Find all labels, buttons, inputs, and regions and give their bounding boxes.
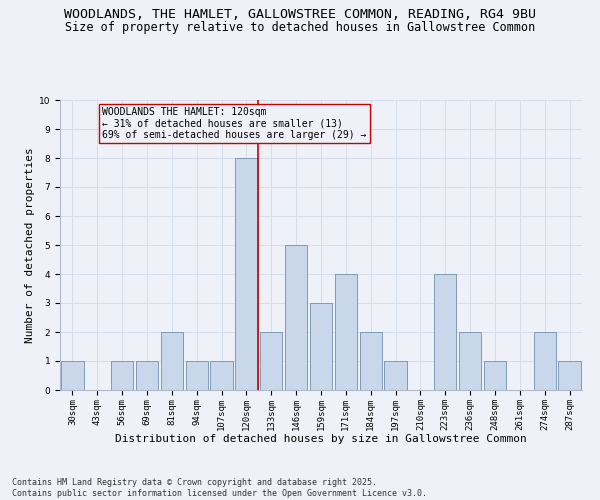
Bar (335, 274, 357, 390)
Bar (61, 361, 83, 390)
Bar (260, 332, 283, 390)
Bar (161, 332, 183, 390)
Bar (559, 361, 581, 390)
Bar (211, 361, 233, 390)
X-axis label: Distribution of detached houses by size in Gallowstree Common: Distribution of detached houses by size … (115, 434, 527, 444)
Bar (359, 332, 382, 390)
Bar (385, 361, 407, 390)
Y-axis label: Number of detached properties: Number of detached properties (25, 147, 35, 343)
Bar (285, 245, 307, 390)
Text: Size of property relative to detached houses in Gallowstree Common: Size of property relative to detached ho… (65, 21, 535, 34)
Text: Contains HM Land Registry data © Crown copyright and database right 2025.
Contai: Contains HM Land Registry data © Crown c… (12, 478, 427, 498)
Bar (235, 158, 257, 390)
Bar (111, 361, 133, 390)
Bar (459, 332, 481, 390)
Bar (310, 303, 332, 390)
Bar (136, 361, 158, 390)
Text: WOODLANDS THE HAMLET: 120sqm
← 31% of detached houses are smaller (13)
69% of se: WOODLANDS THE HAMLET: 120sqm ← 31% of de… (102, 108, 367, 140)
Bar (484, 361, 506, 390)
Text: WOODLANDS, THE HAMLET, GALLOWSTREE COMMON, READING, RG4 9BU: WOODLANDS, THE HAMLET, GALLOWSTREE COMMO… (64, 8, 536, 20)
Bar (533, 332, 556, 390)
Bar (434, 274, 457, 390)
Bar (185, 361, 208, 390)
